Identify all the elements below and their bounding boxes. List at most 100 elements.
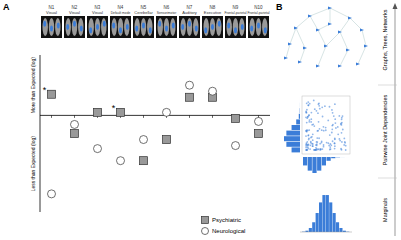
illustration-point — [309, 103, 311, 105]
illustration-point — [342, 129, 344, 131]
activation-blob — [264, 27, 267, 33]
histogram-bar — [326, 195, 329, 232]
illustration-point — [325, 129, 327, 131]
brain-bg — [87, 16, 108, 38]
network-edge — [340, 18, 350, 32]
activation-blob — [211, 24, 214, 30]
network-node — [346, 49, 350, 52]
illustration-point — [305, 130, 307, 132]
illustration-point — [315, 147, 317, 149]
network-node — [356, 63, 360, 66]
illustration-point — [327, 142, 329, 144]
illustration-point — [331, 109, 333, 111]
marginal-bar — [286, 131, 300, 136]
histogram-bar — [319, 202, 322, 232]
illustration-point — [337, 133, 339, 135]
data-point — [71, 120, 79, 128]
histogram-bar — [309, 228, 312, 232]
histogram-bar — [339, 228, 342, 232]
brain-image — [179, 16, 200, 38]
network-illustration — [284, 7, 368, 68]
data-point — [163, 108, 171, 116]
network-node — [338, 65, 342, 68]
illustration-point — [345, 149, 347, 151]
illustration-point — [316, 149, 318, 151]
illustration-point — [313, 149, 315, 151]
marginal-bar — [284, 136, 300, 141]
illustration-point — [329, 146, 331, 148]
network-edge — [358, 46, 366, 64]
illustration-point — [313, 100, 315, 102]
brain-image — [87, 16, 108, 38]
activation-blob — [119, 27, 122, 33]
brain-bg — [202, 16, 223, 38]
activation-blob — [218, 21, 221, 27]
illustration-point — [307, 116, 309, 118]
illustration-point — [321, 129, 323, 131]
activation-blob — [66, 24, 69, 30]
illustration-point — [312, 133, 314, 135]
histogram-bar — [336, 222, 339, 232]
histogram-axis — [300, 232, 352, 233]
illustration-point — [341, 124, 343, 126]
level-label: Marginals — [382, 198, 388, 222]
illustration-point — [318, 137, 320, 139]
activation-blob — [43, 21, 46, 27]
illustration-point — [341, 122, 343, 124]
network-edge — [340, 50, 348, 66]
activation-blob — [204, 27, 207, 33]
network-node — [308, 15, 312, 18]
legend-label: Psychiatric — [212, 217, 241, 223]
network-label: Frontal-parietal — [224, 11, 246, 15]
brain-slice — [78, 18, 83, 36]
illustration-point — [305, 116, 307, 118]
network-node — [364, 45, 368, 48]
marginal-bar — [303, 157, 307, 165]
brain-slice — [226, 18, 231, 36]
marginal-bar — [327, 157, 331, 161]
marginal-bar — [299, 103, 300, 108]
activation-blob — [126, 24, 129, 30]
brain-slice — [147, 18, 152, 36]
brain-slice — [42, 18, 47, 36]
illustration-point — [306, 122, 308, 124]
illustration-point — [322, 116, 324, 118]
network-edge — [326, 32, 340, 46]
illustration-point — [323, 146, 325, 148]
illustration-point — [318, 121, 320, 123]
illustration-point — [323, 130, 325, 132]
data-point — [71, 130, 79, 138]
network-node — [316, 65, 320, 68]
illustration-point — [305, 111, 307, 113]
activation-blob — [227, 22, 230, 28]
data-point — [209, 87, 217, 95]
illustration-point — [321, 106, 323, 108]
illustration-point — [323, 126, 325, 128]
marginal-bar — [336, 157, 340, 158]
y-axis — [40, 55, 41, 212]
brain-image — [41, 16, 62, 38]
illustration-point — [306, 149, 308, 151]
network-node — [288, 43, 292, 46]
illustration-point — [310, 144, 312, 146]
illustration-point — [319, 108, 321, 110]
network-edge — [296, 16, 310, 28]
activation-blob — [172, 22, 175, 28]
illustration-point — [321, 148, 323, 150]
brain-slice — [256, 18, 261, 36]
illustration-point — [305, 135, 307, 137]
category-tick — [51, 115, 52, 118]
network-node — [348, 17, 352, 20]
illustration-point — [316, 137, 318, 139]
illustration-point — [307, 135, 309, 137]
brain-slice — [141, 18, 146, 36]
brain-image — [248, 16, 269, 38]
network-edge — [330, 8, 331, 24]
activation-blob — [257, 22, 260, 28]
illustration-point — [306, 129, 308, 131]
illustration-point — [305, 111, 307, 113]
illustration-point — [319, 143, 321, 145]
figure: AN1VisualN2VisualN3VisualN4Default modeN… — [0, 0, 401, 240]
y-label-bottom: Less than Expected (log) — [30, 136, 36, 192]
network-edge — [330, 8, 350, 18]
